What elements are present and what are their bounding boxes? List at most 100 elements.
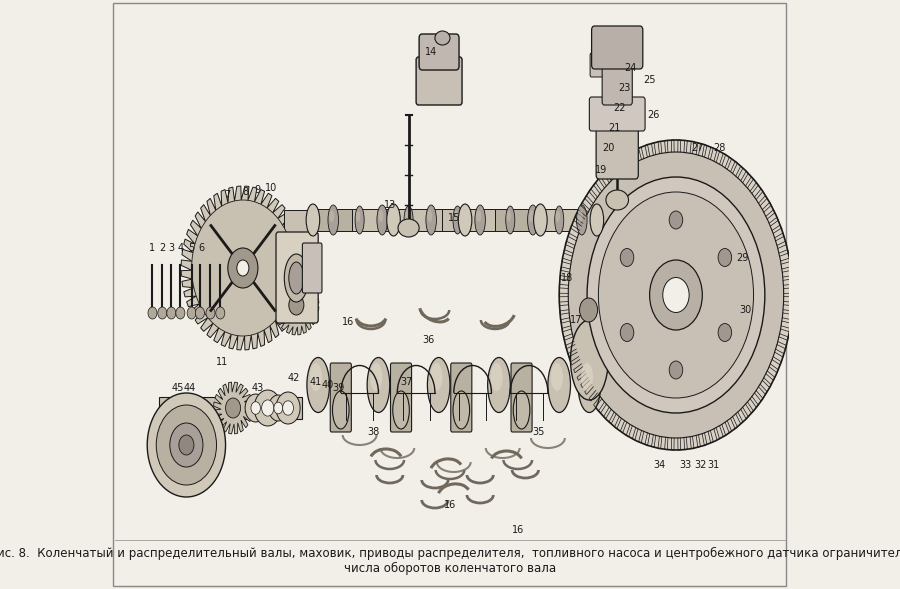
Ellipse shape xyxy=(356,210,360,221)
Text: 14: 14 xyxy=(425,47,437,57)
FancyBboxPatch shape xyxy=(443,209,495,231)
FancyBboxPatch shape xyxy=(352,209,397,231)
Ellipse shape xyxy=(405,210,410,221)
Ellipse shape xyxy=(398,219,419,237)
Circle shape xyxy=(276,392,300,424)
Circle shape xyxy=(245,394,266,422)
Ellipse shape xyxy=(306,204,319,236)
Ellipse shape xyxy=(307,358,329,412)
Text: 38: 38 xyxy=(367,427,379,437)
Ellipse shape xyxy=(606,190,628,210)
Circle shape xyxy=(580,298,598,322)
Text: 16: 16 xyxy=(512,525,524,535)
FancyBboxPatch shape xyxy=(113,3,786,586)
Text: 4: 4 xyxy=(177,243,184,253)
Text: 34: 34 xyxy=(653,460,665,470)
Ellipse shape xyxy=(387,204,400,236)
Ellipse shape xyxy=(329,210,335,222)
Ellipse shape xyxy=(367,358,390,412)
Text: 39: 39 xyxy=(332,383,345,393)
Polygon shape xyxy=(564,278,613,342)
Text: 9: 9 xyxy=(254,185,260,195)
Text: 25: 25 xyxy=(644,75,656,85)
Text: 31: 31 xyxy=(707,460,720,470)
Ellipse shape xyxy=(577,205,587,235)
Text: 41: 41 xyxy=(310,377,322,387)
Ellipse shape xyxy=(328,205,338,235)
Ellipse shape xyxy=(435,31,450,45)
Text: 45: 45 xyxy=(171,383,184,393)
Circle shape xyxy=(166,307,176,319)
FancyBboxPatch shape xyxy=(495,209,540,231)
Text: 17: 17 xyxy=(571,315,582,325)
FancyBboxPatch shape xyxy=(591,26,643,69)
FancyBboxPatch shape xyxy=(596,116,638,179)
Ellipse shape xyxy=(289,262,304,294)
Ellipse shape xyxy=(332,391,349,429)
Circle shape xyxy=(237,260,249,276)
Text: 44: 44 xyxy=(184,383,196,393)
Ellipse shape xyxy=(534,204,547,236)
Text: числа оборотов коленчатого вала: числа оборотов коленчатого вала xyxy=(344,561,556,574)
Text: 27: 27 xyxy=(691,143,703,153)
FancyBboxPatch shape xyxy=(590,206,612,234)
Text: 16: 16 xyxy=(444,500,456,510)
Ellipse shape xyxy=(426,205,436,235)
Ellipse shape xyxy=(310,363,322,391)
FancyBboxPatch shape xyxy=(451,363,472,432)
Text: 8: 8 xyxy=(242,187,248,197)
FancyBboxPatch shape xyxy=(330,363,351,432)
Text: 42: 42 xyxy=(287,373,300,383)
Ellipse shape xyxy=(378,210,383,222)
Ellipse shape xyxy=(513,391,530,429)
Circle shape xyxy=(559,140,793,450)
Ellipse shape xyxy=(476,210,482,222)
Circle shape xyxy=(148,393,226,497)
Ellipse shape xyxy=(506,206,515,234)
Text: 32: 32 xyxy=(694,460,706,470)
Text: 11: 11 xyxy=(216,357,229,367)
Circle shape xyxy=(206,307,215,319)
Circle shape xyxy=(283,401,293,415)
Text: 5: 5 xyxy=(188,243,194,253)
Circle shape xyxy=(620,323,634,342)
Polygon shape xyxy=(274,275,319,335)
Circle shape xyxy=(226,398,240,418)
Circle shape xyxy=(620,249,634,266)
Ellipse shape xyxy=(548,358,571,412)
Text: 24: 24 xyxy=(625,63,637,73)
Text: 7: 7 xyxy=(225,190,231,200)
Circle shape xyxy=(670,361,683,379)
Ellipse shape xyxy=(578,358,600,412)
Ellipse shape xyxy=(356,206,364,234)
Circle shape xyxy=(718,249,732,266)
Text: 37: 37 xyxy=(400,377,412,387)
Text: 40: 40 xyxy=(322,380,334,390)
Ellipse shape xyxy=(590,204,604,236)
Text: 6: 6 xyxy=(198,243,204,253)
Ellipse shape xyxy=(578,210,583,222)
FancyBboxPatch shape xyxy=(284,210,313,240)
Ellipse shape xyxy=(551,363,563,391)
FancyBboxPatch shape xyxy=(391,363,411,432)
Text: 18: 18 xyxy=(561,273,573,283)
Ellipse shape xyxy=(528,210,534,222)
Text: 3: 3 xyxy=(168,243,175,253)
Ellipse shape xyxy=(527,205,538,235)
Circle shape xyxy=(254,390,282,426)
Text: 16: 16 xyxy=(342,317,355,327)
FancyBboxPatch shape xyxy=(602,59,633,105)
Ellipse shape xyxy=(554,206,563,234)
Circle shape xyxy=(157,405,217,485)
Text: 29: 29 xyxy=(736,253,749,263)
Ellipse shape xyxy=(392,391,410,429)
Circle shape xyxy=(587,177,765,413)
FancyBboxPatch shape xyxy=(511,363,532,432)
FancyBboxPatch shape xyxy=(302,243,322,293)
Circle shape xyxy=(650,260,702,330)
Text: 35: 35 xyxy=(533,427,545,437)
Ellipse shape xyxy=(458,204,472,236)
Circle shape xyxy=(568,152,784,438)
Circle shape xyxy=(662,277,689,313)
Ellipse shape xyxy=(488,358,510,412)
